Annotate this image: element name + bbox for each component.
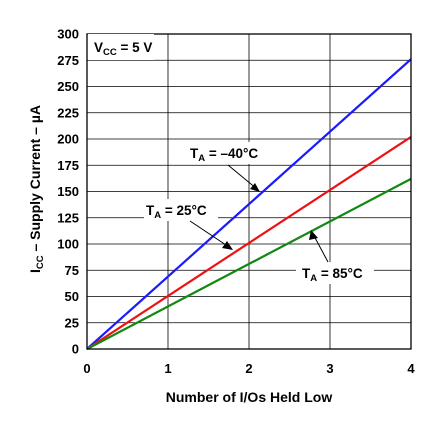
annotation-arrowhead-40 — [250, 183, 260, 192]
y-tick-label: 200 — [57, 132, 79, 147]
y-tick-label: 100 — [57, 237, 79, 252]
annotation-ta-25: TA = 25°C — [146, 203, 207, 221]
annotation-ta-minus40: TA = –40°C — [190, 146, 258, 164]
y-tick-label: 125 — [57, 210, 79, 225]
y-tick-labels: 0 25 50 75 100 125 150 175 200 225 250 275 300 — [57, 27, 79, 357]
annotation-leader-25 — [189, 220, 230, 248]
x-tick-label: 0 — [83, 361, 90, 376]
x-tick-label: 3 — [326, 361, 333, 376]
y-tick-label: 225 — [57, 105, 79, 120]
grid-lines — [87, 34, 411, 349]
y-tick-label: 275 — [57, 53, 79, 68]
annotation-bg-40 — [188, 142, 250, 164]
y-tick-label: 75 — [65, 263, 79, 278]
condition-box: VCC = 5 V — [88, 34, 154, 60]
series-line-1 — [86, 135, 412, 350]
x-tick-label: 4 — [407, 361, 415, 376]
annotation-leader-85 — [312, 233, 329, 263]
x-tick-label: 2 — [245, 361, 252, 376]
annotation-arrowhead-25 — [222, 241, 233, 250]
annotation-arrowhead-85 — [309, 230, 318, 240]
series-line-2 — [86, 177, 412, 350]
y-tick-label: 175 — [57, 158, 79, 173]
annotations: TA = –40°C TA = 25°C TA = 85°C — [144, 142, 374, 284]
condition-box-bg — [88, 34, 154, 60]
annotation-ta-85: TA = 85°C — [302, 266, 363, 284]
x-axis-label: Number of I/Os Held Low — [166, 389, 333, 405]
y-tick-label: 150 — [57, 184, 79, 199]
data-series — [86, 58, 412, 350]
y-tick-label: 250 — [57, 79, 79, 94]
condition-label: VCC = 5 V — [94, 40, 152, 58]
y-tick-label: 25 — [65, 315, 79, 330]
annotation-bg-25 — [144, 199, 218, 221]
annotation-bg-85 — [296, 262, 374, 284]
series-line-0 — [86, 58, 412, 350]
y-tick-label: 0 — [72, 342, 79, 357]
x-tick-label: 1 — [164, 361, 171, 376]
y-axis-label: ICC – Supply Current – µA — [27, 105, 46, 273]
y-tick-label: 300 — [57, 27, 79, 42]
x-tick-labels: 0 1 2 3 4 — [83, 361, 415, 376]
y-tick-label: 50 — [65, 289, 79, 304]
plot-frame — [86, 33, 412, 350]
annotation-leader-40 — [227, 164, 258, 190]
